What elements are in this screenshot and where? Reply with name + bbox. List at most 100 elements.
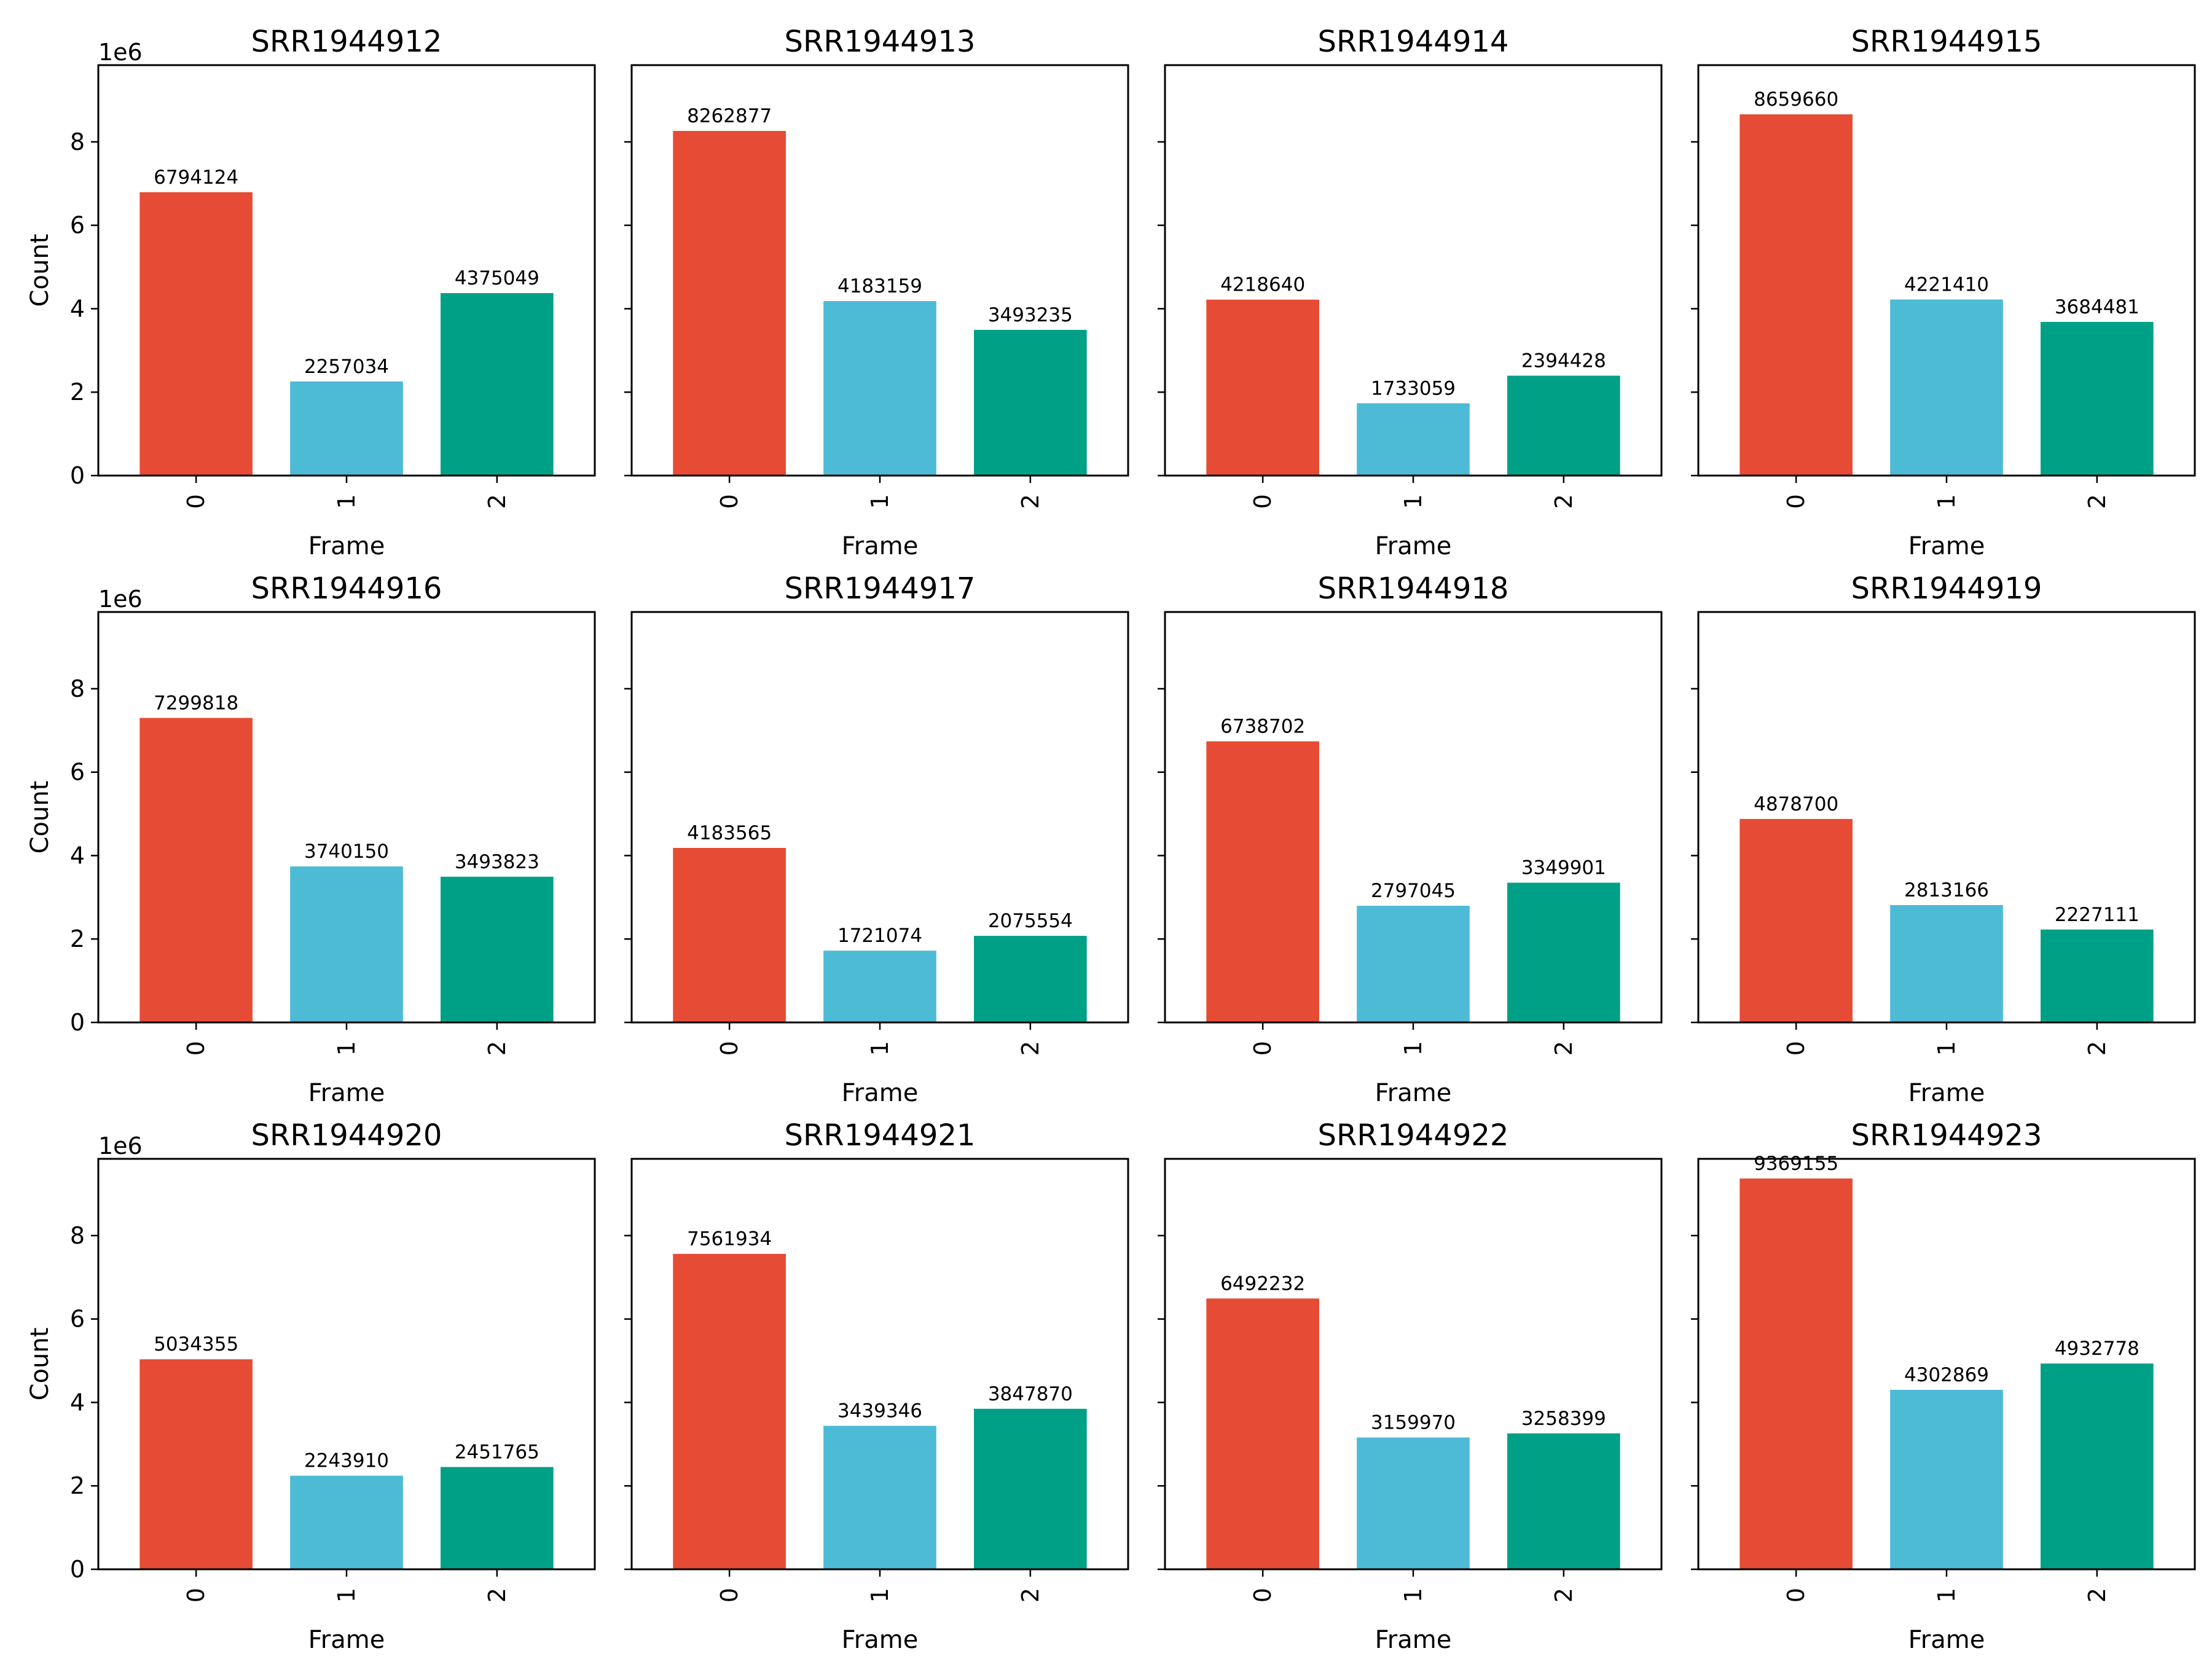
- subplot-title: SRR1944912: [251, 25, 442, 59]
- data-label: 7299818: [154, 692, 238, 714]
- x-tick-label: 2: [1550, 494, 1577, 509]
- bar-frame-1: [823, 1426, 936, 1569]
- data-label: 3847870: [988, 1383, 1073, 1405]
- x-axis-label: Frame: [1375, 532, 1452, 560]
- bar-frame-1: [1357, 906, 1470, 1022]
- x-tick-label: 2: [1550, 1041, 1577, 1056]
- data-label: 4221410: [1904, 273, 1989, 296]
- y-tick-label: 2: [70, 925, 85, 952]
- axes-frame: [1164, 1158, 1663, 1571]
- y-axis-label: Count: [26, 781, 54, 854]
- x-tick-label: 2: [484, 1041, 511, 1056]
- bar-frame-0: [673, 1253, 786, 1569]
- data-label: 3349901: [1521, 857, 1606, 879]
- bar-frame-2: [441, 876, 554, 1022]
- subplot-SRR1944920: 5034355 0 2243910 1 2451765 2 0 2 4 6 8 SRR1944920 F…: [26, 1118, 596, 1654]
- x-tick-label: 2: [1550, 1588, 1577, 1602]
- bar-frame-0: [1206, 741, 1319, 1022]
- x-tick-label: 0: [1783, 1588, 1810, 1602]
- bar-frame-2: [1507, 882, 1620, 1022]
- x-tick-label: 2: [484, 494, 511, 509]
- subplot-SRR1944917: 4183565 0 1721074 1 2075554 2 SRR1944917 Frame: [624, 571, 1129, 1107]
- bar-frame-0: [1739, 114, 1853, 476]
- axes-frame: [1164, 64, 1663, 477]
- y-tick-label: 8: [70, 128, 85, 155]
- subplot-title: SRR1944913: [785, 25, 976, 59]
- x-tick-label: 0: [716, 494, 743, 509]
- bar-frame-0: [1739, 818, 1853, 1022]
- subplot-title: SRR1944920: [251, 1118, 442, 1153]
- x-tick-label: 0: [182, 1588, 210, 1602]
- y-tick-label: 6: [70, 1306, 85, 1333]
- bar-frame-1: [1357, 1437, 1470, 1569]
- bar-frame-0: [139, 1359, 253, 1569]
- data-label: 6738702: [1220, 716, 1305, 738]
- data-label: 5034355: [154, 1333, 238, 1355]
- x-tick-label: 1: [866, 494, 893, 509]
- bar-frame-2: [2041, 1363, 2154, 1569]
- x-tick-label: 0: [716, 1041, 743, 1056]
- subplot-title: SRR1944919: [1851, 571, 2042, 606]
- subplot-title: SRR1944918: [1318, 571, 1509, 606]
- y-offset-text: 1e6: [98, 39, 143, 66]
- x-tick-label: 1: [866, 1041, 893, 1056]
- x-tick-label: 1: [333, 1588, 360, 1602]
- data-label: 2797045: [1371, 880, 1456, 902]
- axes-frame: [97, 611, 596, 1024]
- x-axis-label: Frame: [308, 1626, 385, 1654]
- data-label: 2394428: [1521, 350, 1606, 372]
- data-label: 6492232: [1220, 1273, 1305, 1295]
- x-tick-label: 2: [2084, 1041, 2111, 1056]
- x-axis-label: Frame: [1908, 532, 1985, 560]
- bar-frame-1: [290, 1475, 403, 1569]
- x-tick-label: 2: [1017, 1041, 1044, 1056]
- x-tick-label: 0: [182, 1041, 210, 1056]
- y-tick-label: 0: [70, 462, 85, 489]
- bar-frame-1: [1890, 299, 2003, 476]
- bar-frame-0: [139, 192, 253, 476]
- x-tick-label: 0: [182, 494, 210, 509]
- y-offset-text: 1e6: [98, 1132, 143, 1159]
- data-label: 7561934: [687, 1228, 772, 1250]
- bar-frame-1: [1357, 403, 1470, 476]
- x-tick-label: 1: [1933, 1588, 1960, 1602]
- bar-frame-1: [290, 866, 403, 1022]
- axes-frame: [97, 64, 596, 477]
- subplot-title: SRR1944915: [1851, 25, 2042, 59]
- bar-frame-2: [974, 1408, 1087, 1569]
- y-tick-label: 4: [70, 295, 85, 322]
- y-tick-label: 0: [70, 1556, 85, 1583]
- x-tick-label: 2: [484, 1588, 511, 1602]
- data-label: 4302869: [1904, 1364, 1989, 1386]
- axes-frame: [630, 1158, 1129, 1571]
- data-label: 4375049: [455, 267, 539, 289]
- x-axis-label: Frame: [308, 532, 385, 560]
- axes-frame: [630, 64, 1129, 477]
- subplot-SRR1944922: 6492232 0 3159970 1 3258399 2 SRR1944922 Frame: [1158, 1118, 1663, 1654]
- bar-frame-2: [974, 329, 1087, 476]
- x-tick-label: 1: [1933, 494, 1960, 509]
- data-label: 4183565: [687, 822, 772, 844]
- x-tick-label: 0: [1783, 494, 1810, 509]
- y-tick-label: 8: [70, 675, 85, 702]
- bar-frame-2: [1507, 375, 1620, 476]
- subplot-title: SRR1944914: [1318, 25, 1509, 59]
- bar-frame-1: [823, 301, 936, 476]
- data-label: 2075554: [988, 910, 1073, 932]
- data-label: 3684481: [2055, 296, 2139, 318]
- subplot-SRR1944914: 4218640 0 1733059 1 2394428 2 SRR1944914 Frame: [1158, 25, 1663, 560]
- bar-frame-0: [673, 847, 786, 1022]
- x-tick-label: 1: [1400, 494, 1427, 509]
- axes-frame: [1164, 611, 1663, 1024]
- data-label: 4218640: [1220, 274, 1305, 296]
- subplot-SRR1944912: 6794124 0 2257034 1 4375049 2 0 2 4 6 8 SRR1944912 F…: [26, 25, 596, 560]
- x-tick-label: 2: [2084, 1588, 2111, 1602]
- bar-frame-1: [1890, 1389, 2003, 1569]
- data-label: 2227111: [2055, 904, 2139, 926]
- x-tick-label: 0: [1249, 494, 1276, 509]
- data-label: 4932778: [2055, 1338, 2139, 1360]
- data-label: 2451765: [455, 1441, 539, 1464]
- axes-frame: [1697, 611, 2196, 1024]
- data-label: 1721074: [837, 925, 922, 947]
- x-axis-label: Frame: [842, 532, 919, 560]
